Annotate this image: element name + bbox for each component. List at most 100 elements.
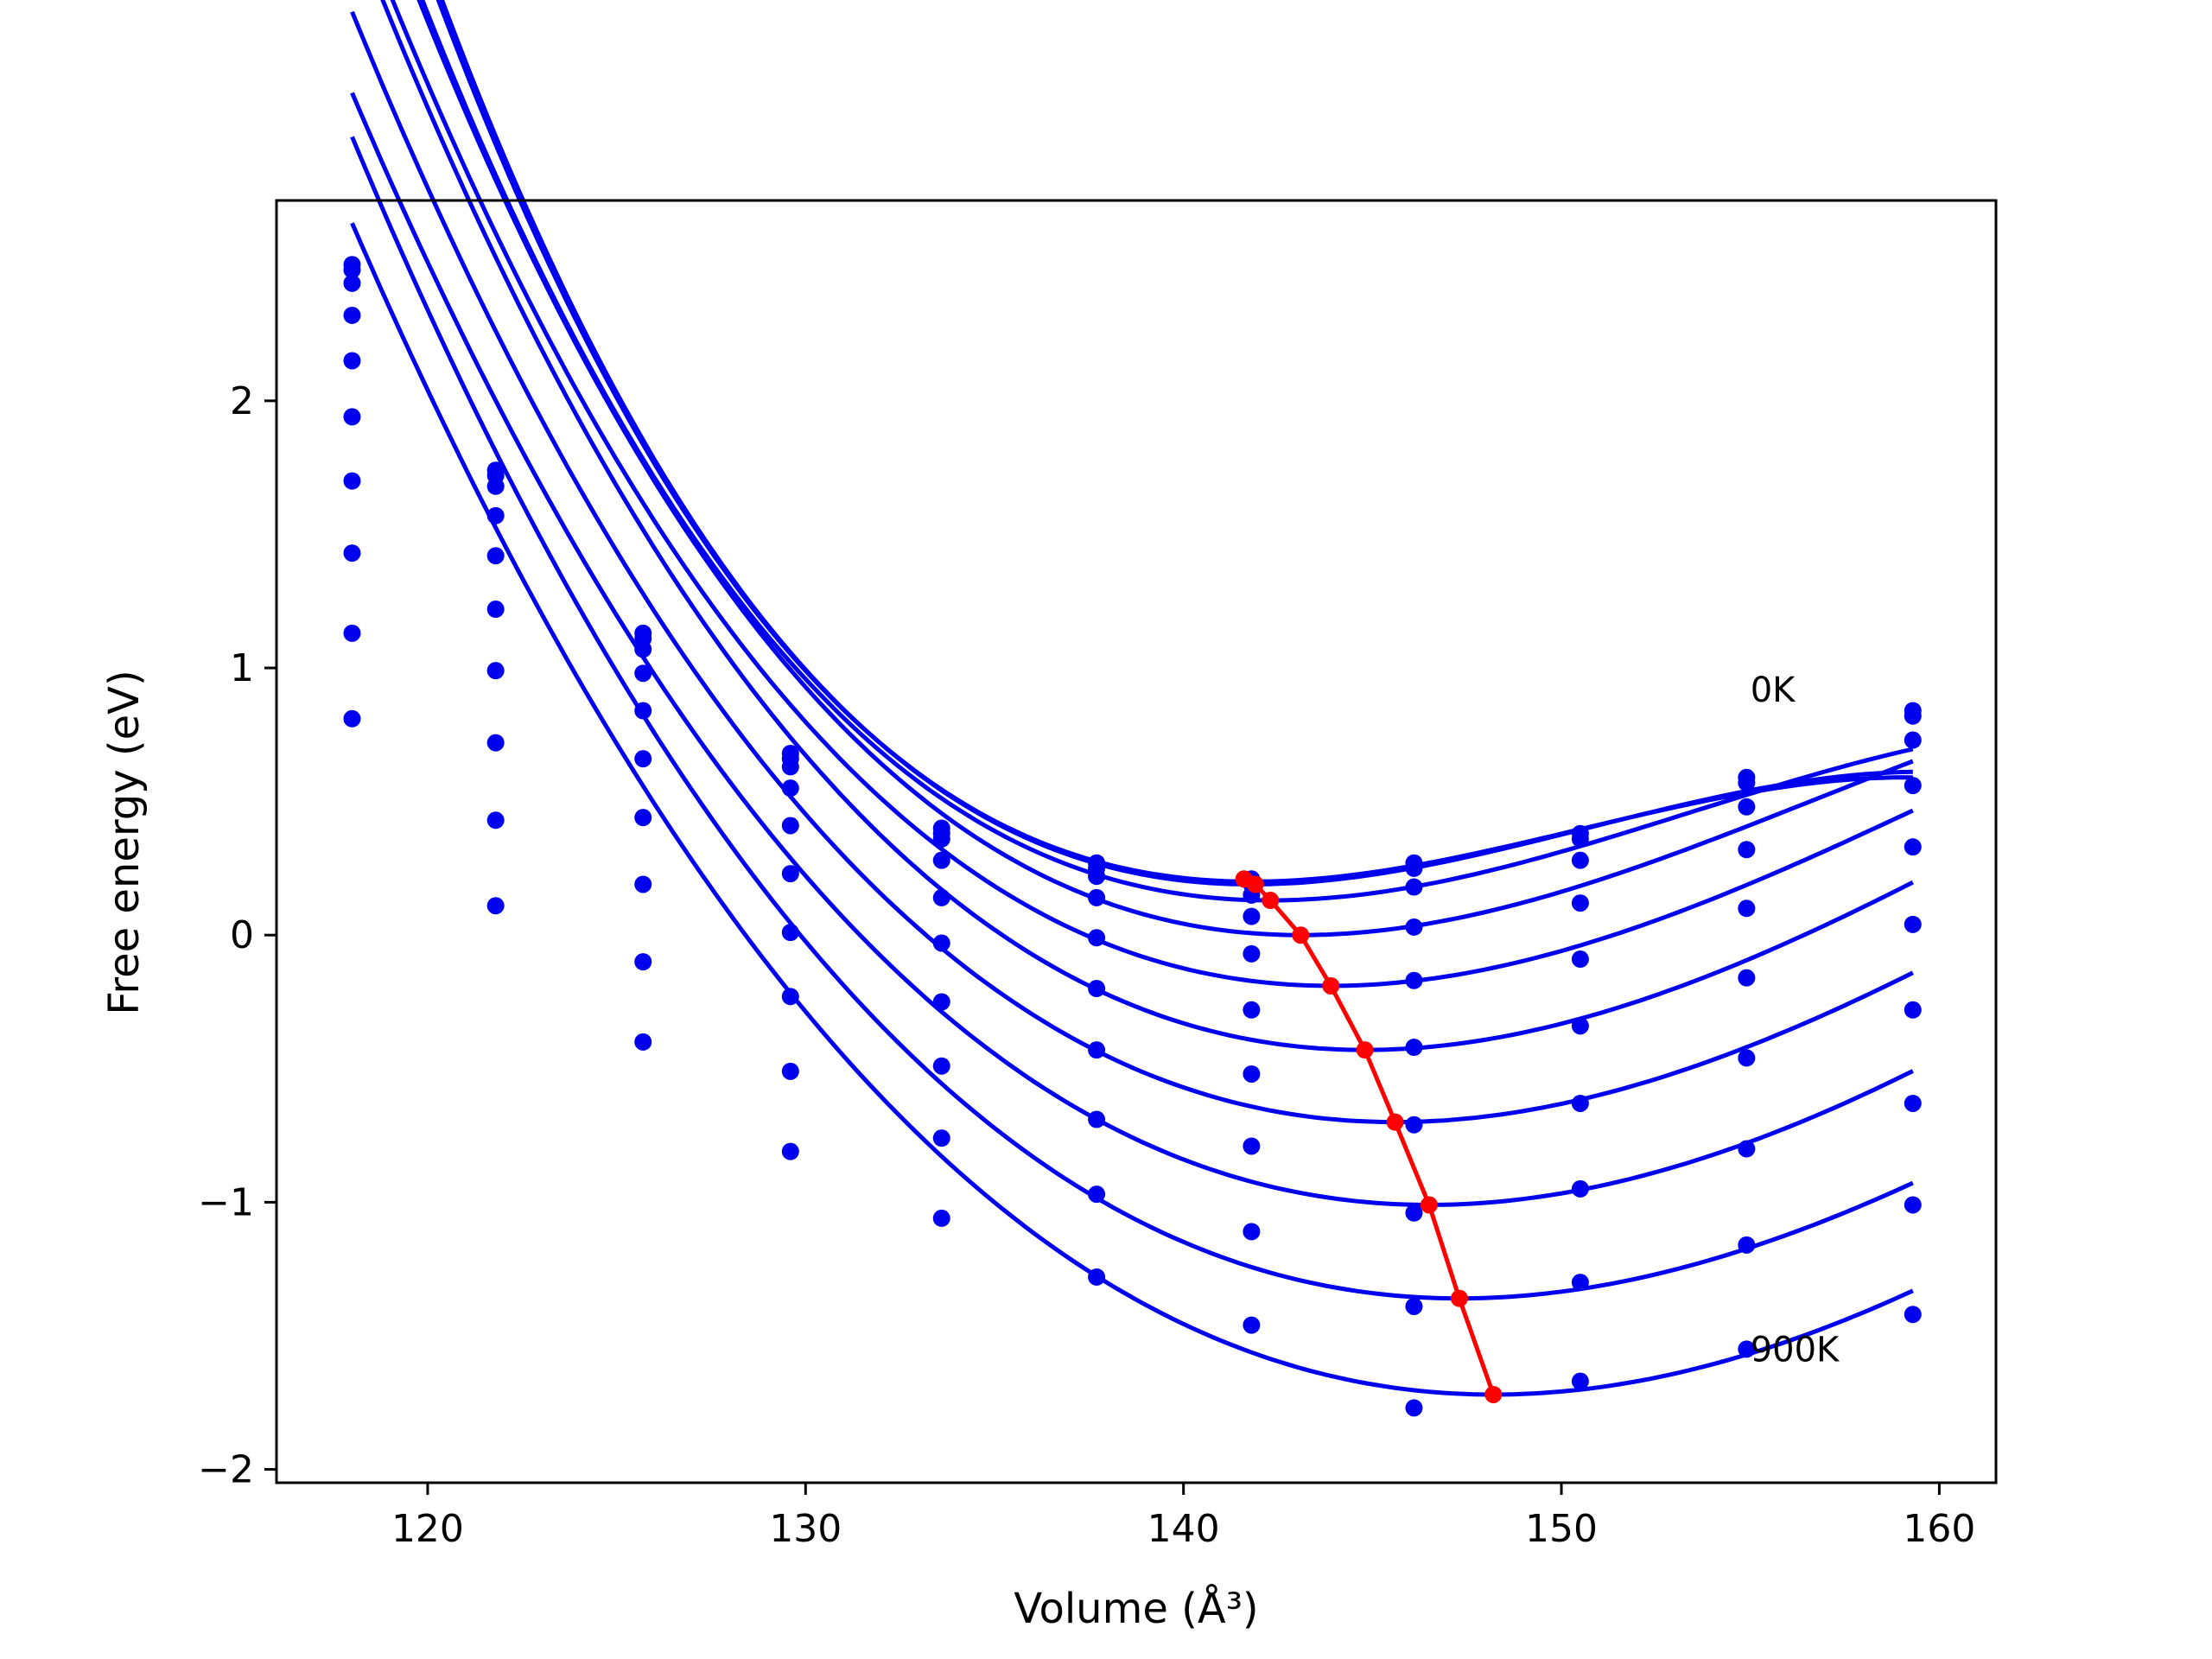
data-point: [1738, 773, 1756, 791]
data-point: [1571, 830, 1589, 848]
data-point: [1571, 950, 1589, 969]
data-point: [1738, 1049, 1756, 1067]
y-axis-label: Free energy (eV): [100, 670, 149, 1014]
data-point: [1405, 1204, 1423, 1222]
data-point: [343, 624, 361, 642]
fit-curve-4: [390, 0, 1914, 988]
minimum-point: [1246, 875, 1264, 893]
data-point: [1571, 1274, 1589, 1292]
data-point: [1571, 1094, 1589, 1112]
data-point: [1405, 1116, 1423, 1134]
data-point: [1405, 918, 1423, 936]
data-point: [486, 547, 505, 565]
data-point: [1405, 971, 1423, 989]
data-point: [1405, 1039, 1423, 1057]
fit-curve-8: [350, 136, 1914, 1301]
data-point: [1904, 1306, 1922, 1324]
data-point: [1405, 878, 1423, 896]
y-tick-label: −1: [198, 1180, 254, 1224]
minimum-point: [1356, 1041, 1374, 1059]
minimum-point: [1420, 1196, 1438, 1214]
data-point: [634, 664, 652, 683]
data-point: [1904, 731, 1922, 749]
data-point: [1405, 1399, 1423, 1417]
data-point: [343, 261, 361, 279]
data-point: [1571, 851, 1589, 869]
data-point: [932, 1129, 950, 1147]
data-point: [1088, 929, 1106, 947]
data-point: [486, 734, 505, 752]
data-point: [1243, 1316, 1261, 1334]
data-point: [1738, 899, 1756, 918]
data-point: [1738, 969, 1756, 987]
data-point: [1904, 838, 1922, 856]
data-point: [1405, 859, 1423, 877]
data-point: [634, 1033, 652, 1051]
fit-curve-3: [416, 0, 1914, 938]
data-point: [1738, 1340, 1756, 1358]
data-point: [486, 601, 505, 619]
data-point: [781, 779, 799, 798]
y-tick-label: −2: [198, 1448, 254, 1492]
data-point: [634, 702, 652, 720]
data-point: [486, 662, 505, 680]
data-point: [1088, 1110, 1106, 1128]
data-point: [932, 830, 950, 848]
minima-line: [1243, 877, 1496, 1395]
axes-frame: [275, 199, 1998, 1484]
minimum-point: [1450, 1289, 1468, 1307]
data-point: [932, 993, 950, 1011]
data-point: [1088, 980, 1106, 998]
x-tick-label: 130: [769, 1507, 842, 1551]
data-point: [1571, 1372, 1589, 1390]
data-point: [1088, 1268, 1106, 1286]
data-point: [343, 709, 361, 728]
y-tick-label: 2: [230, 379, 254, 423]
data-point: [781, 758, 799, 776]
x-axis-label: Volume (Å³): [1014, 1584, 1258, 1633]
data-point: [486, 506, 505, 524]
data-point: [343, 408, 361, 426]
data-point: [634, 750, 652, 768]
data-point: [634, 640, 652, 658]
y-tick-label: 0: [230, 913, 254, 957]
x-axis-ticks: 120 130 140 150 160: [391, 1483, 1975, 1551]
data-point: [343, 306, 361, 324]
temperature-annotation: 0K: [1751, 671, 1796, 710]
data-point: [1088, 888, 1106, 906]
annotations: 0K 900K: [1751, 671, 1840, 1370]
minimum-point: [1386, 1113, 1404, 1131]
data-point: [1088, 868, 1106, 886]
data-point: [1904, 707, 1922, 725]
data-point: [343, 472, 361, 490]
temperature-annotation: 900K: [1751, 1330, 1840, 1370]
plot-area: [343, 0, 1922, 1417]
data-point: [932, 888, 950, 906]
data-point: [1738, 1236, 1756, 1254]
data-point: [1571, 1017, 1589, 1035]
data-point: [343, 544, 361, 563]
data-point: [781, 924, 799, 942]
data-point: [932, 851, 950, 869]
data-point: [1243, 944, 1261, 963]
data-point: [781, 865, 799, 883]
data-point: [1243, 1223, 1261, 1241]
data-point: [1405, 1297, 1423, 1315]
data-point: [1571, 1179, 1589, 1198]
data-point: [1904, 1001, 1922, 1019]
data-point: [1088, 1041, 1106, 1059]
fit-curve-6: [350, 10, 1914, 1125]
data-point: [1088, 1185, 1106, 1204]
data-point: [1243, 907, 1261, 925]
data-point: [343, 274, 361, 292]
x-tick-label: 120: [391, 1507, 464, 1551]
fit-curve-9: [350, 222, 1914, 1397]
data-point: [932, 1209, 950, 1227]
data-point: [1571, 894, 1589, 912]
data-point: [1243, 1065, 1261, 1083]
x-tick-label: 140: [1147, 1507, 1220, 1551]
x-tick-label: 160: [1903, 1507, 1975, 1551]
fit-curve-7: [350, 92, 1914, 1208]
data-point: [1904, 915, 1922, 933]
data-point: [486, 811, 505, 830]
